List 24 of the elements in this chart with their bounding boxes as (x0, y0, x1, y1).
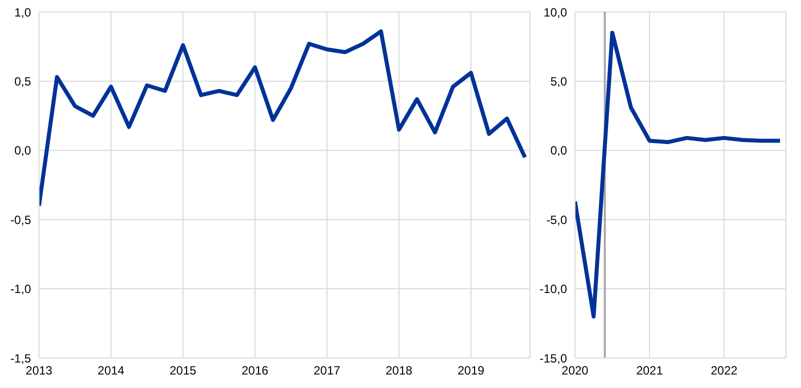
x-tick-label: 2017 (314, 364, 341, 378)
x-tick-label: 2020 (562, 364, 589, 378)
y-tick-label: 10,0 (544, 5, 568, 20)
y-tick-label: -1,0 (10, 282, 32, 296)
x-tick-label: 2021 (636, 364, 664, 378)
x-tick-label: 2013 (26, 364, 53, 378)
y-tick-label: -15,0 (540, 351, 568, 366)
line-series (575, 30, 782, 318)
y-tick-label: -0,5 (10, 212, 32, 227)
y-tick-label: 0,0 (550, 144, 568, 158)
y-tick-label: -5,0 (546, 212, 568, 227)
x-tick-label: 2022 (710, 364, 738, 378)
x-tick-label: 2019 (458, 364, 485, 378)
line-series (39, 29, 527, 208)
y-tick-label: 5,0 (550, 74, 568, 88)
y-tick-label: 0,0 (14, 144, 32, 158)
x-tick-label: 2015 (170, 364, 197, 378)
x-tick-label: 2016 (242, 364, 269, 378)
x-tick-label: 2018 (386, 364, 413, 378)
x-tick-label: 2014 (98, 364, 125, 378)
y-tick-label: 1,0 (14, 5, 32, 20)
y-tick-label: -1,5 (10, 351, 32, 366)
y-tick-label: 0,5 (14, 74, 32, 88)
y-tick-label: -10,0 (540, 282, 568, 296)
